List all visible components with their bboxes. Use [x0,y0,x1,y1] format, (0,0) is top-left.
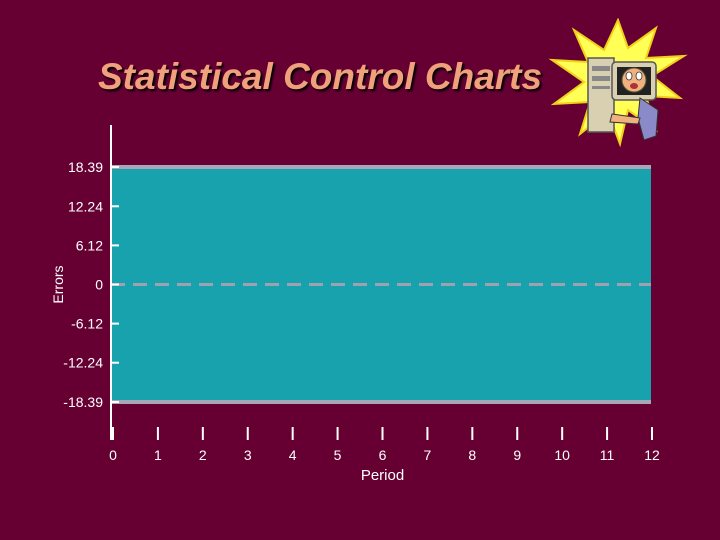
x-tick-label: 7 [424,447,432,463]
x-tick-label: 0 [109,447,117,463]
y-axis-ticks: 18.39 12.24 6.12 0 -6.12 -12.24 -18.39 [63,159,119,410]
x-tick-label: 10 [554,447,570,463]
x-tick-label: 1 [154,447,162,463]
y-tick-label: 18.39 [68,159,103,175]
x-axis-ticks: 0 1 2 3 4 5 6 7 8 9 10 11 12 [109,427,660,463]
x-tick-label: 8 [468,447,476,463]
x-tick-label: 11 [600,447,615,463]
y-tick-label: -6.12 [71,316,103,332]
x-axis-label: Period [361,467,404,484]
x-tick-label: 2 [199,447,207,463]
x-tick-label: 9 [513,447,521,463]
x-tick-label: 3 [244,447,252,463]
y-tick-label: 6.12 [76,237,103,253]
computer-user-cartoon-icon [548,18,688,148]
y-tick-label: -12.24 [63,355,103,371]
y-tick-label: 0 [95,277,103,293]
x-tick-label: 6 [379,447,387,463]
x-tick-label: 12 [644,447,660,463]
y-tick-label: -18.39 [63,394,103,410]
x-tick-label: 4 [289,447,297,463]
y-tick-label: 12.24 [68,198,103,214]
y-axis-label: Errors [50,265,66,303]
slide-title: Statistical Control Charts [98,56,543,97]
x-tick-label: 5 [334,447,342,463]
